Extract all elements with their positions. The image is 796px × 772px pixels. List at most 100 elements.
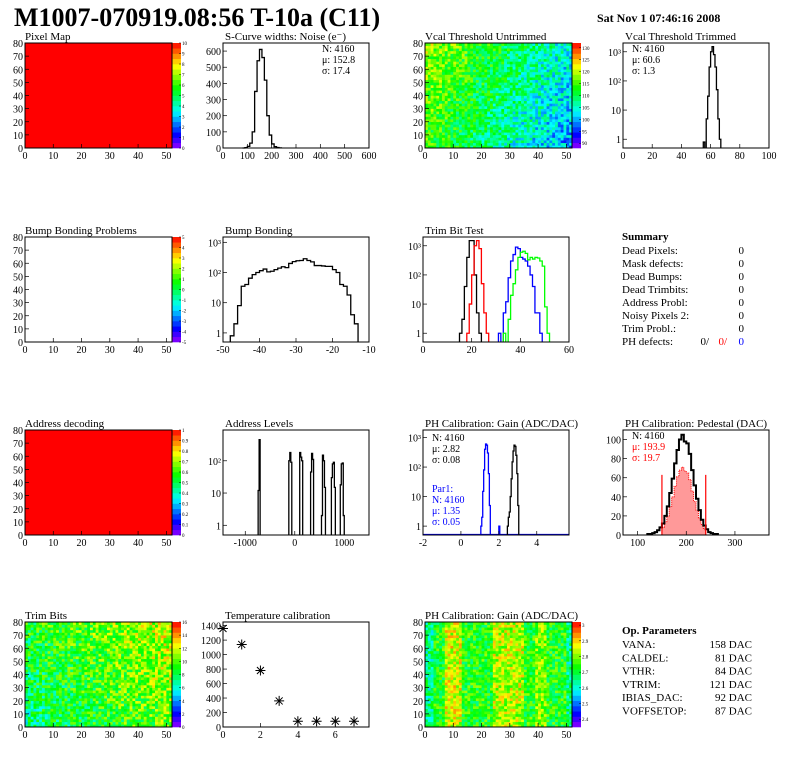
heatmap-cell — [123, 671, 128, 675]
heatmap-cell — [25, 706, 29, 709]
heatmap-cell — [427, 77, 431, 81]
heatmap-cell — [87, 629, 91, 633]
heatmap-cell — [81, 703, 85, 707]
heatmap-cell — [484, 53, 488, 57]
heatmap-cell — [78, 629, 82, 633]
heatmap-cell — [540, 111, 545, 115]
heatmap-cell — [456, 100, 460, 104]
heatmap-cell — [538, 50, 542, 54]
heatmap-cell — [25, 635, 29, 639]
heatmap-cell — [523, 121, 528, 125]
heatmap-cell — [129, 632, 133, 636]
heatmap-cell — [50, 698, 54, 702]
heatmap-cell — [546, 127, 550, 130]
heatmap-cell — [549, 137, 553, 141]
heatmap-cell — [512, 108, 516, 112]
heatmap-cell — [152, 671, 156, 675]
heatmap-cell — [535, 61, 539, 65]
heatmap-cell — [123, 698, 128, 702]
heatmap-cell — [41, 624, 46, 628]
heatmap-cell — [135, 706, 139, 709]
heatmap-cell — [461, 142, 465, 146]
heatmap-cell — [25, 643, 29, 646]
heatmap-cell — [470, 108, 474, 112]
heatmap-cell — [430, 711, 434, 715]
heatmap-cell — [81, 713, 85, 717]
heatmap-cell — [498, 69, 502, 73]
heatmap-cell — [498, 85, 502, 88]
heatmap-cell — [163, 640, 167, 644]
heatmap-cell — [566, 64, 570, 67]
heatmap-cell — [39, 671, 43, 675]
colorbar-band — [572, 74, 581, 81]
heatmap-cell — [36, 724, 40, 728]
heatmap-cell — [73, 661, 77, 665]
heatmap-cell — [498, 98, 502, 102]
colorbar-band — [172, 116, 181, 123]
heatmap-cell — [112, 648, 116, 652]
heatmap-cell — [526, 113, 530, 117]
stats-line: σ: 1.3 — [632, 66, 655, 77]
heatmap-cell — [146, 703, 150, 707]
heatmap-cell — [126, 703, 130, 707]
heatmap-cell — [425, 719, 429, 723]
colorbar-tick-label: 6 — [182, 687, 185, 692]
heatmap-cell — [492, 137, 496, 141]
heatmap-cell — [549, 82, 553, 86]
heatmap-cell — [473, 134, 477, 138]
heatmap-cell — [64, 679, 68, 683]
heatmap-cell — [484, 61, 488, 65]
heatmap-cell — [98, 674, 102, 678]
heatmap-cell — [439, 645, 443, 649]
heatmap-cell — [138, 637, 142, 641]
heatmap-cell — [461, 69, 465, 73]
heatmap-cell — [512, 71, 516, 75]
heatmap-cell — [81, 648, 85, 652]
colorbar-band — [172, 132, 181, 138]
heatmap-cell — [64, 622, 68, 625]
heatmap-cell — [555, 119, 559, 123]
heatmap-cell — [439, 635, 443, 639]
heatmap-cell — [430, 45, 434, 49]
heatmap-cell — [129, 648, 133, 652]
heatmap-cell — [78, 666, 82, 670]
heatmap-cell — [425, 711, 429, 715]
heatmap-cell — [166, 700, 170, 704]
y-tick-label: 40 — [413, 92, 423, 103]
x-tick-label: 30 — [105, 538, 115, 549]
heatmap-cell — [538, 48, 542, 52]
heatmap-cell — [121, 664, 125, 667]
heatmap-cell — [563, 61, 567, 65]
heatmap-cell — [87, 661, 91, 665]
x-tick-label: -10 — [362, 345, 375, 356]
heatmap-cell — [543, 92, 547, 96]
heatmap-cell — [149, 703, 153, 707]
heatmap-cell — [436, 658, 440, 662]
heatmap-cell — [535, 129, 539, 133]
heatmap-cell — [543, 113, 547, 117]
heatmap-cell — [504, 90, 508, 94]
heatmap-cell — [433, 53, 437, 57]
heatmap-cell — [569, 103, 573, 107]
heatmap-cell — [535, 53, 539, 57]
heatmap-cell — [439, 713, 443, 717]
heatmap-cell — [441, 90, 446, 94]
heatmap-cell — [552, 124, 556, 128]
heatmap-cell — [549, 119, 553, 123]
heatmap-cell — [132, 640, 136, 644]
colorbar-tick-label: 8 — [182, 674, 185, 679]
heatmap-cell — [433, 677, 437, 681]
heatmap-cell — [104, 658, 108, 662]
heatmap-cell — [30, 653, 34, 657]
heatmap-cell — [53, 713, 57, 717]
heatmap-cell — [543, 66, 547, 70]
heatmap-cell — [44, 661, 48, 665]
heatmap-cell — [50, 711, 54, 715]
heatmap-cell — [439, 134, 443, 138]
heatmap-cell — [481, 69, 485, 73]
colorbar-band — [572, 121, 581, 128]
heatmap-cell — [555, 137, 559, 141]
heatmap-cell — [41, 713, 46, 717]
